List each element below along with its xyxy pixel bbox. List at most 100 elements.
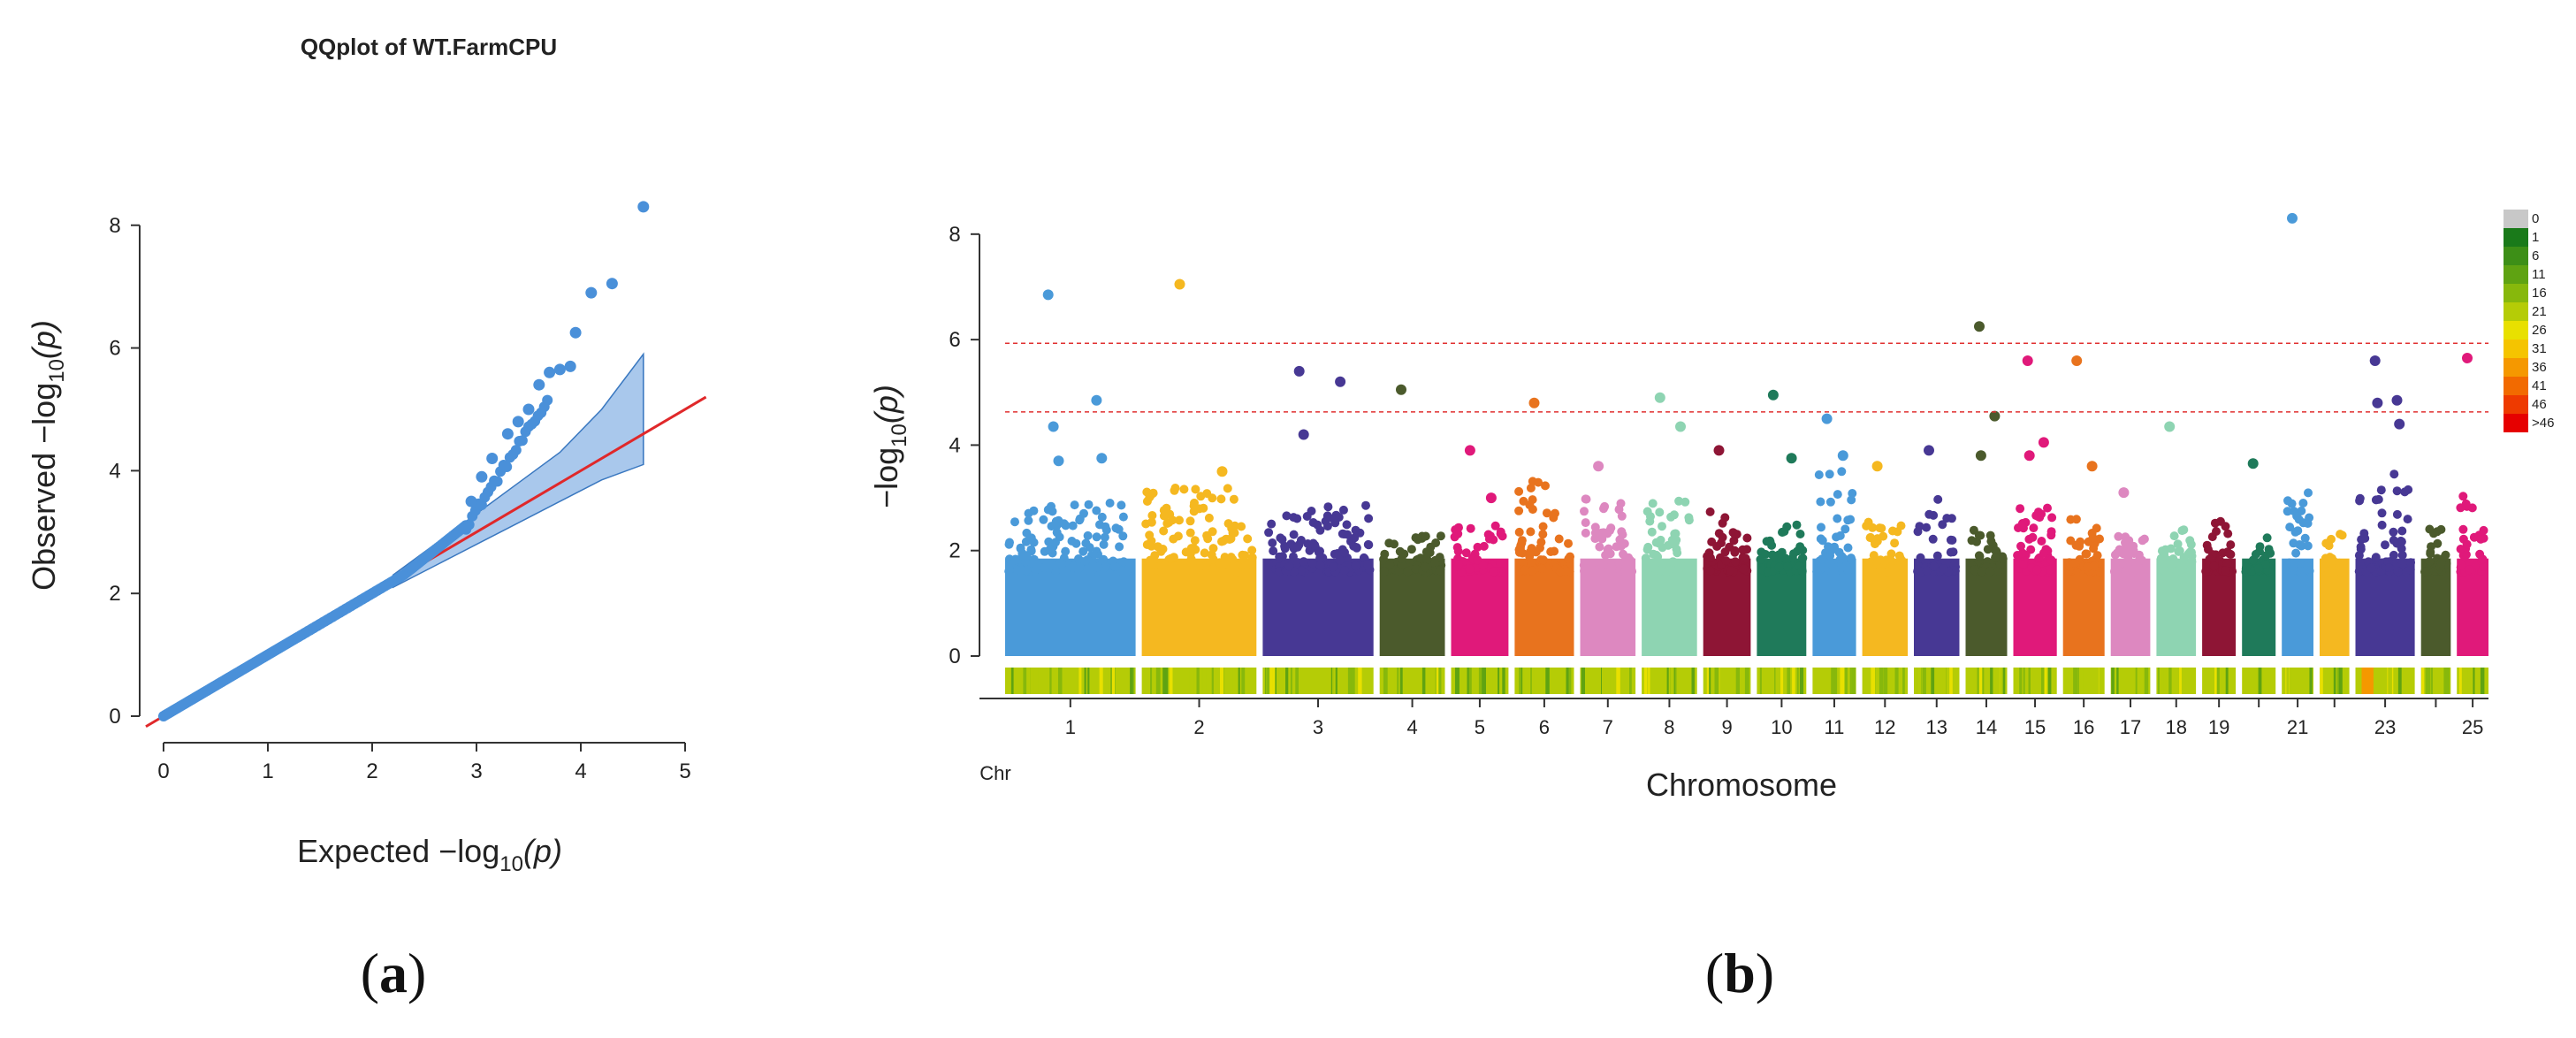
snp-point [1114, 524, 1124, 534]
snp-point [2355, 493, 2365, 503]
density-stripe [1917, 668, 1921, 694]
density-stripe [1621, 668, 1625, 694]
snp-point [1798, 553, 1808, 563]
snp-point [1061, 521, 1071, 530]
snp-point [1648, 499, 1658, 508]
density-stripe [2047, 668, 2052, 694]
snp-point [1431, 538, 1441, 547]
snp-point [1667, 535, 1677, 545]
snp-point [1525, 547, 1535, 557]
density-stripe [2023, 668, 2025, 694]
snp-point [1092, 506, 1101, 515]
snp-point [1536, 538, 1546, 547]
snp-point [1461, 548, 1471, 558]
snp-point [1313, 520, 1322, 530]
snp-point [1606, 561, 1616, 571]
snp-point [1928, 534, 1938, 544]
density-stripe [1082, 668, 1085, 694]
legend-label: 6 [2532, 248, 2539, 263]
snp-point [1967, 536, 1977, 546]
snp-point [2122, 542, 2131, 552]
qq-x-tick-label: 0 [157, 759, 169, 783]
density-segment-11 [1812, 668, 1856, 694]
snp-point [1202, 530, 1212, 540]
density-stripe [1232, 668, 1235, 694]
snp-point [2039, 548, 2048, 558]
density-stripe [1111, 668, 1116, 694]
density-stripe [1220, 668, 1224, 694]
snp-point [1599, 528, 1608, 538]
snp-point [2354, 551, 2364, 561]
snp-point [1329, 562, 1338, 572]
density-segment-24 [2420, 668, 2451, 694]
snp-point [1627, 567, 1637, 576]
snp-point [1119, 557, 1129, 567]
chromosome-5-points [1450, 445, 1509, 656]
snp-point [1223, 484, 1232, 493]
snp-point [1666, 512, 1676, 522]
snp-point [1847, 495, 1856, 505]
density-stripe [1057, 668, 1063, 694]
chromosome-20-points [2241, 458, 2276, 656]
snp-point [1115, 542, 1124, 552]
snp-point [1420, 562, 1429, 572]
snp-point [2262, 533, 2272, 543]
snp-point [1430, 559, 1440, 569]
snp-point [1835, 530, 1845, 540]
density-stripe [2214, 668, 2218, 694]
density-stripe [1201, 668, 1207, 694]
snp-point [2389, 469, 2399, 479]
density-segment-14 [1965, 668, 2008, 694]
density-stripe [1399, 668, 1403, 694]
density-stripe [1931, 668, 1935, 694]
snp-point [1985, 530, 1995, 540]
snp-point [1118, 531, 1128, 541]
snp-point [2403, 515, 2412, 524]
snp-point [1004, 565, 1014, 574]
snp-point [1763, 567, 1772, 576]
snp-point [1282, 511, 1292, 521]
chromosome-7-points [1579, 461, 1637, 656]
density-stripe [1211, 668, 1214, 694]
snp-point [2045, 565, 2054, 575]
density-stripe [1792, 668, 1795, 694]
density-stripe [1883, 668, 1888, 694]
snp-point [2397, 526, 2407, 536]
snp-point [1044, 537, 1054, 546]
qq-plot: QQplot of WT.FarmCPU 0 2 4 6 8 0 1 2 3 4 5 Observe… [26, 34, 707, 1004]
snp-point [1188, 567, 1198, 576]
snp-point [2427, 542, 2435, 552]
snp-point [1342, 520, 1352, 530]
density-stripe [2397, 668, 2402, 694]
snp-point [1297, 566, 1306, 576]
density-stripe [1078, 668, 1082, 694]
snp-point [2462, 539, 2472, 549]
density-stripe [1865, 668, 1869, 694]
snp-point [1216, 494, 1226, 504]
density-segment-12 [1862, 668, 1909, 694]
snp-point [1872, 556, 1882, 566]
snp-point [1170, 561, 1180, 571]
snp-point [1067, 537, 1077, 546]
top-snp-point [1464, 445, 1475, 456]
snp-point [1264, 528, 1274, 538]
snp-point [1825, 469, 1834, 479]
snp-point [1117, 567, 1126, 576]
snp-point [1061, 546, 1071, 556]
top-snp-point [2372, 397, 2383, 408]
snp-point [2354, 567, 2364, 576]
density-stripe [1130, 668, 1133, 694]
density-stripe [1833, 668, 1838, 694]
snp-point [1406, 545, 1416, 554]
qq-y-axis-title: Observed −log10(p) [26, 320, 69, 591]
density-stripe [1391, 668, 1395, 694]
snp-point [1247, 553, 1257, 562]
snp-point [2124, 536, 2134, 546]
snp-point [1668, 557, 1678, 567]
density-stripe [2176, 668, 2180, 694]
legend-label: >46 [2532, 416, 2554, 431]
snp-point [1200, 548, 1209, 558]
snp-point [2204, 545, 2213, 554]
density-stripe [1771, 668, 1775, 694]
